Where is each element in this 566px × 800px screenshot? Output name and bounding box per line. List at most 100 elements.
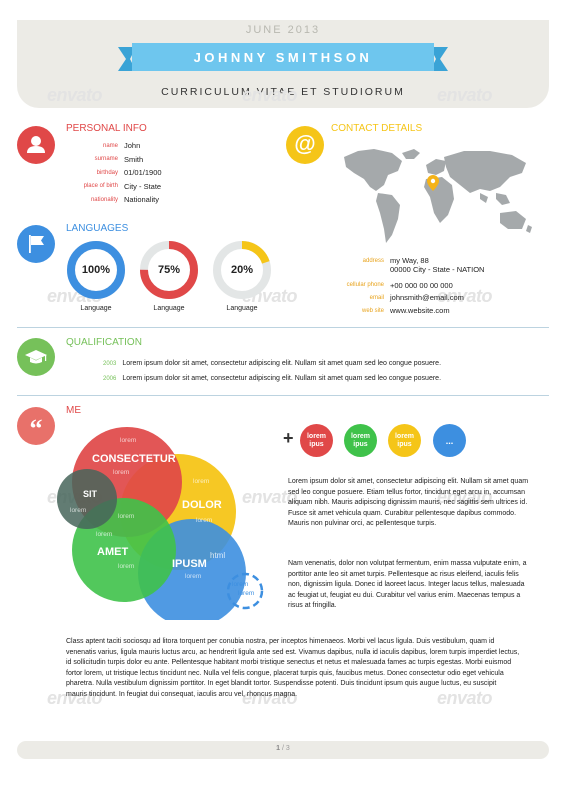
language-ring-1	[67, 241, 125, 299]
watermark: envato	[242, 487, 298, 507]
bubble-lorem: lorem	[120, 437, 137, 444]
language-label-3: Language	[226, 305, 258, 312]
field-value: John	[124, 141, 141, 151]
contact-circle: @	[286, 126, 324, 164]
para-line: non, dignissim ligula. Donec id laoreet …	[288, 581, 525, 589]
at-icon: @	[294, 131, 316, 156]
me-paragraph-2: Nam venenatis, dolor non volutpat fermen…	[288, 559, 550, 612]
me-title: ME	[66, 405, 81, 416]
field-value: 01/01/1900	[124, 168, 162, 178]
bubble-lorem: lorem	[118, 513, 135, 520]
location-pin-icon	[427, 175, 439, 191]
bubble-label-sit: SIT	[83, 489, 98, 499]
bubble-lorem: lorem	[232, 581, 249, 588]
world-map	[344, 149, 532, 243]
plus-sign: +	[283, 428, 294, 448]
watermark: envato	[242, 688, 298, 708]
me-paragraph-1: Lorem ipsum dolor sit amet, consectetur …	[288, 477, 550, 530]
field-label: place of birth	[83, 183, 118, 190]
bubble-label-amet: AMET	[97, 546, 129, 558]
watermark: envato	[437, 286, 493, 306]
skills-bubble-cluster	[57, 427, 264, 620]
bubble-lorem: lorem	[96, 531, 113, 538]
skill-pill-more: ...	[433, 424, 466, 457]
qualification-title: QUALIFICATION	[66, 337, 142, 348]
quote-icon: “	[29, 414, 43, 443]
header-date: JUNE 2013	[245, 24, 321, 36]
language-ring-2	[140, 241, 198, 299]
qualification-item: 2003 Lorem ipsum dolor sit amet, consect…	[103, 356, 441, 371]
qualification-year: 2003	[103, 360, 117, 367]
address-line-2: 00000 City - State - NATION	[390, 265, 485, 274]
personal-info-title: PERSONAL INFO	[66, 123, 147, 134]
field-label: name	[102, 142, 118, 149]
cv-subtitle: CURRICULUM VITAE ET STUDIORUM	[161, 86, 405, 98]
personal-field: surname Smith	[58, 153, 162, 167]
contact-phone-row: cellular phone +00 000 00 00 000	[314, 279, 484, 291]
languages-circle	[17, 225, 55, 263]
field-value: City - State	[124, 181, 162, 191]
bubble-label-html: html	[210, 551, 226, 560]
section-divider	[17, 395, 549, 396]
section-divider	[17, 327, 549, 328]
bubble-lorem: lorem	[185, 573, 202, 580]
field-label: surname	[94, 156, 118, 163]
qualification-text: Lorem ipsum dolor sit amet, consectetur …	[122, 375, 442, 382]
skill-pill: lorem ipus	[344, 424, 377, 457]
field-label: nationality	[90, 196, 118, 203]
bubble-lorem: lorem	[238, 590, 255, 597]
contact-email-row: email johnsmith@email.com	[314, 291, 484, 304]
page-indicator: 1 / 3	[0, 745, 566, 752]
language-ring-3	[213, 241, 271, 299]
bubble-sit	[57, 469, 117, 529]
personal-info-circle	[17, 126, 55, 164]
para-line: Nam venenatis, dolor non volutpat fermen…	[288, 560, 527, 567]
watermark: envato	[242, 85, 298, 105]
para-line: id sollicitudin turpis dolor eu ante. Pe…	[66, 659, 512, 667]
web-value[interactable]: www.website.com	[390, 306, 450, 315]
skill-pill: lorem ipus	[300, 424, 333, 457]
watermark: envato	[47, 688, 103, 708]
para-line: Class aptent taciti sociosqu ad litora t…	[66, 638, 495, 645]
para-line: pharetra. Nulla vestibulum dignissim por…	[66, 680, 497, 688]
bubble-outline	[226, 572, 264, 610]
page-current: 1	[276, 745, 281, 752]
qualification-item: 2006 Lorem ipsum dolor sit amet, consect…	[103, 371, 441, 386]
para-line: risus at fringilla.	[288, 602, 337, 610]
skill-pill: lorem ipus	[388, 424, 421, 457]
name-ribbon	[118, 43, 448, 71]
para-line: porttitor ante leo sit amet turpis. Pell…	[288, 570, 519, 578]
person-icon	[27, 136, 45, 153]
bubble-lorem: lorem	[118, 563, 135, 570]
field-value: Smith	[124, 154, 144, 164]
language-pct-1: 100%	[81, 264, 111, 276]
footer-band	[17, 741, 549, 759]
bubble-label-consectetur: CONSECTETUR	[92, 453, 176, 465]
personal-field: birthday 01/01/1900	[58, 166, 162, 180]
watermark: envato	[437, 688, 493, 708]
para-line: Mauris non pulvinar orci, ac pellentesqu…	[288, 520, 437, 528]
contact-web-row: web site www.website.com	[314, 304, 484, 317]
para-line: venenatis varius, ligula mauris luctus a…	[66, 648, 520, 656]
address-value: my Way, 88 00000 City - State - NATION	[390, 257, 484, 277]
watermark: envato	[47, 85, 103, 105]
address-label: address	[362, 258, 384, 264]
languages-title: LANGUAGES	[66, 223, 129, 234]
qualification-circle	[17, 338, 55, 376]
flag-icon	[29, 235, 44, 253]
me-circle: “	[17, 407, 55, 445]
web-label: web site	[361, 307, 384, 314]
field-value: Nationality	[124, 195, 160, 205]
para-line: Fusce sit amet vehicula quam. Curabitur …	[288, 509, 517, 517]
contact-fields: address my Way, 88 00000 City - State - …	[314, 257, 485, 317]
language-label-1: Language	[80, 305, 112, 312]
language-label-2: Language	[153, 305, 185, 312]
bubble-lorem: lorem	[193, 478, 210, 485]
bubble-label-dolor: DOLOR	[182, 499, 222, 511]
language-pct-3: 20%	[230, 264, 254, 276]
watermark: envato	[437, 85, 493, 105]
language-pct-2: 75%	[157, 264, 181, 276]
watermark: envato	[437, 487, 493, 507]
personal-field: name John	[58, 139, 162, 153]
email-value[interactable]: johnsmith@email.com	[390, 293, 464, 302]
